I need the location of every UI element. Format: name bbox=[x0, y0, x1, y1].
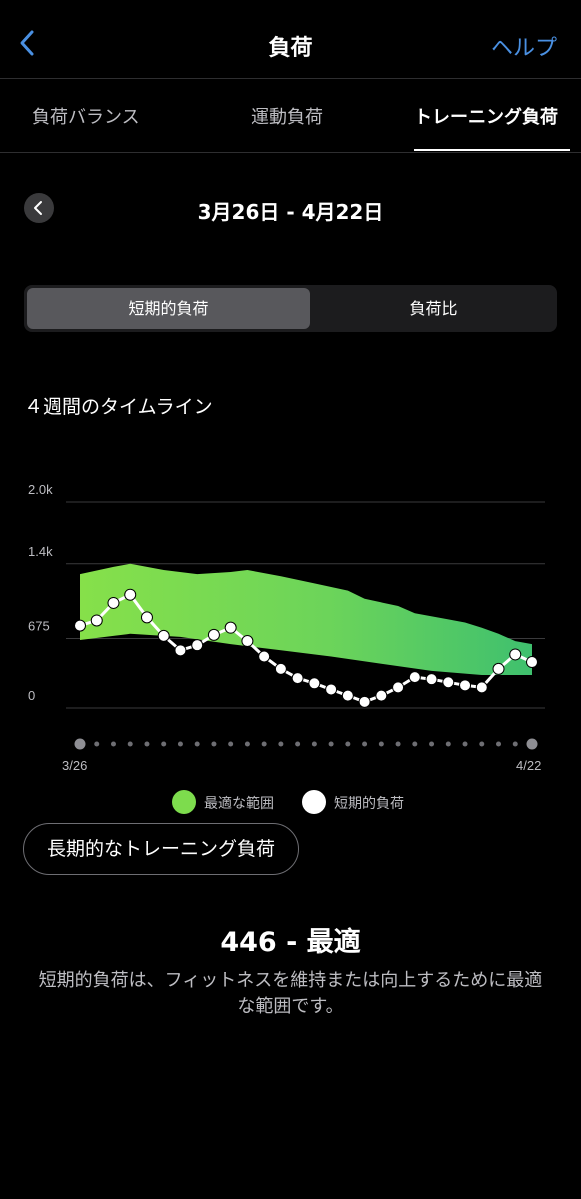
short-term-load-point bbox=[157, 629, 170, 642]
day-marker bbox=[412, 741, 418, 747]
short-term-load-point bbox=[207, 628, 220, 641]
optimal-range-band bbox=[80, 563, 532, 675]
short-term-load-point bbox=[258, 650, 271, 663]
short-term-load-point bbox=[341, 689, 354, 702]
short-term-load-point bbox=[274, 662, 287, 675]
result-description: 短期的負荷は、フィットネスを維持または向上するために最適な範囲です。 bbox=[38, 970, 543, 1017]
short-term-load-point bbox=[191, 639, 204, 652]
day-marker bbox=[378, 741, 384, 747]
y-tick-label: 1.4k bbox=[28, 544, 53, 559]
date-navigator: 3月26日 - 4月22日 bbox=[0, 190, 581, 226]
y-tick-label: 675 bbox=[28, 618, 50, 633]
short-term-load-point bbox=[325, 683, 338, 696]
segmented-control: 短期的負荷 負荷比 bbox=[24, 285, 557, 332]
short-term-load-point bbox=[475, 681, 488, 694]
date-range-label: 3月26日 - 4月22日 bbox=[197, 200, 384, 224]
chart-legend: 最適な範囲 短期的負荷 bbox=[0, 788, 581, 816]
short-term-load-point bbox=[140, 611, 153, 624]
day-marker bbox=[445, 741, 451, 747]
day-marker bbox=[311, 741, 317, 747]
segment-load-ratio[interactable]: 負荷比 bbox=[409, 299, 458, 318]
legend-label-short-term-load: 短期的負荷 bbox=[334, 796, 404, 812]
page-title: 負荷 bbox=[268, 36, 313, 61]
legend-swatch-short-term-load bbox=[302, 790, 326, 814]
day-marker bbox=[177, 741, 183, 747]
short-term-load-point bbox=[492, 662, 505, 675]
short-term-load-point bbox=[375, 689, 388, 702]
day-marker bbox=[127, 741, 133, 747]
short-term-load-point bbox=[174, 644, 187, 657]
short-term-load-point bbox=[90, 614, 103, 627]
short-term-load-point bbox=[291, 672, 304, 685]
short-term-load-line bbox=[79, 593, 533, 704]
day-marker bbox=[244, 741, 250, 747]
long-term-training-load-button[interactable]: 長期的なトレーニング負荷 bbox=[23, 823, 300, 875]
day-marker bbox=[512, 741, 518, 747]
previous-period-button[interactable] bbox=[24, 193, 54, 223]
day-marker bbox=[74, 738, 86, 750]
short-term-load-point bbox=[241, 635, 254, 648]
short-term-load-point bbox=[107, 596, 120, 609]
legend-label-optimal-range: 最適な範囲 bbox=[204, 796, 274, 812]
day-marker bbox=[211, 741, 217, 747]
short-term-load-point bbox=[308, 677, 321, 690]
day-marker bbox=[429, 741, 435, 747]
day-marker bbox=[110, 741, 116, 747]
x-tick-label: 4/22 bbox=[516, 758, 541, 773]
day-marker bbox=[94, 741, 100, 747]
day-marker bbox=[278, 741, 284, 747]
chevron-left-icon bbox=[20, 30, 34, 56]
tab-training-load[interactable]: トレーニング負荷 bbox=[414, 107, 558, 128]
legend-swatch-optimal-range bbox=[172, 790, 196, 814]
short-term-load-point bbox=[425, 673, 438, 686]
tab-exercise-load[interactable]: 運動負荷 bbox=[251, 107, 323, 128]
chevron-left-icon bbox=[34, 201, 42, 215]
y-tick-label: 2.0k bbox=[28, 482, 53, 497]
day-marker bbox=[144, 741, 150, 747]
short-term-load-point bbox=[124, 588, 137, 601]
day-marker bbox=[228, 741, 234, 747]
help-button[interactable]: ヘルプ bbox=[490, 36, 557, 61]
training-load-chart: 2.0k 1.4k 675 0 3/26 4/22 bbox=[28, 482, 545, 773]
short-term-load-point bbox=[526, 656, 538, 669]
segment-short-term-load[interactable]: 短期的負荷 bbox=[27, 288, 310, 329]
navigation-bar: 負荷 ヘルプ bbox=[0, 0, 581, 79]
day-marker bbox=[261, 741, 267, 747]
short-term-load-point bbox=[392, 681, 405, 694]
day-marker bbox=[161, 741, 167, 747]
x-tick-label: 3/26 bbox=[62, 758, 87, 773]
short-term-load-point bbox=[358, 695, 371, 708]
short-term-load-point bbox=[509, 648, 522, 661]
day-marker bbox=[194, 741, 200, 747]
day-marker bbox=[526, 738, 538, 750]
short-term-load-point bbox=[74, 619, 86, 632]
result-value: 446 - 最適 bbox=[220, 927, 361, 958]
active-tab-indicator bbox=[414, 149, 570, 151]
day-marker bbox=[328, 741, 334, 747]
day-marker bbox=[345, 741, 351, 747]
day-marker bbox=[462, 741, 468, 747]
day-marker bbox=[362, 741, 368, 747]
tab-bar: 負荷バランス 運動負荷 トレーニング負荷 bbox=[0, 79, 581, 153]
short-term-load-point bbox=[442, 676, 455, 689]
short-term-load-point bbox=[224, 621, 237, 634]
day-marker bbox=[496, 741, 502, 747]
day-marker bbox=[295, 741, 301, 747]
short-term-load-point bbox=[459, 679, 472, 692]
short-term-load-point bbox=[408, 671, 421, 684]
day-marker bbox=[395, 741, 401, 747]
timeline-title: ４週間のタイムライン bbox=[24, 396, 213, 418]
back-button[interactable] bbox=[14, 26, 44, 60]
y-tick-label: 0 bbox=[28, 688, 35, 703]
day-marker bbox=[479, 741, 485, 747]
tab-load-balance[interactable]: 負荷バランス bbox=[32, 107, 140, 128]
